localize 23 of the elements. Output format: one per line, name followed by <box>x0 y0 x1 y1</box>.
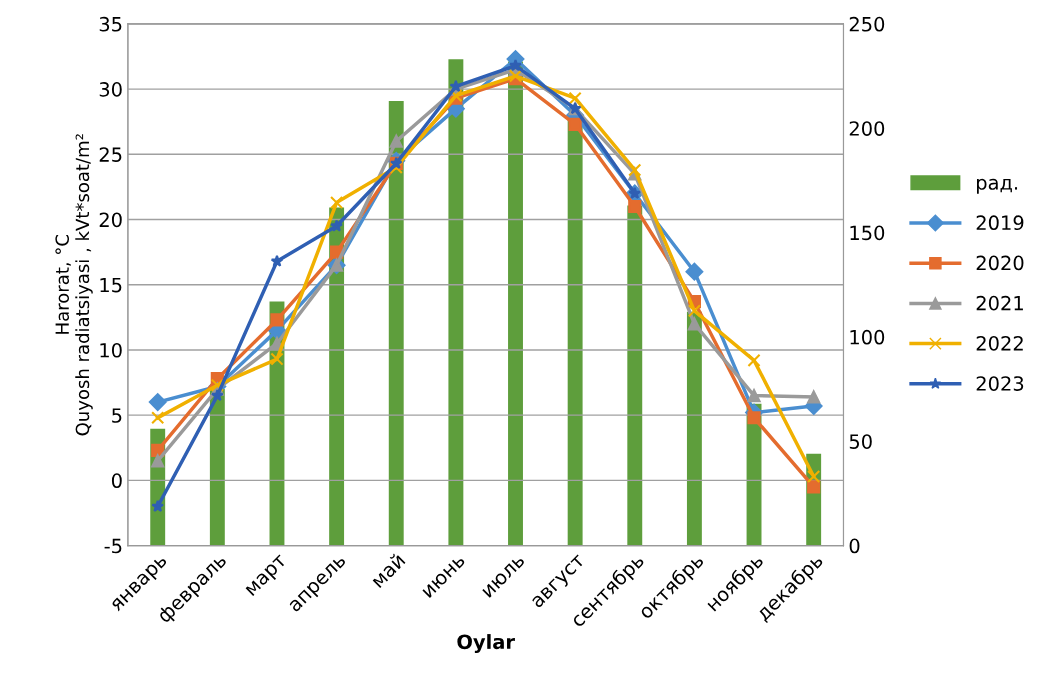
legend-label: 2023 <box>976 376 1024 391</box>
legend-label: 2022 <box>976 335 1023 351</box>
y-tick-label: 10 <box>100 342 122 358</box>
y-axis-title: Harorat, °C Quyosh radiatsiyasi , kVt*soat/m² <box>55 134 93 436</box>
y2-tick-label: 200 <box>849 121 885 136</box>
x-axis-title: Oylar <box>457 634 515 654</box>
y-tick-label: 30 <box>99 82 122 97</box>
y2-tick-label: 0 <box>849 538 860 554</box>
y2-tick-label: 150 <box>850 225 885 241</box>
y2-tick-label: 50 <box>849 434 872 449</box>
y-tick-label: 5 <box>112 408 122 423</box>
y2-tick-label: 100 <box>850 329 885 345</box>
y-tick-label: 25 <box>99 147 122 162</box>
legend-label: 2020 <box>976 255 1024 271</box>
legend-label: рад. <box>977 178 1018 194</box>
y-tick-label: 20 <box>99 212 122 228</box>
y2-tick-label: 250 <box>849 16 885 32</box>
y-tick-label: -5 <box>104 538 122 554</box>
legend-label: 2021 <box>976 295 1023 311</box>
y-tick-label: 35 <box>99 16 122 32</box>
legend-label: 2019 <box>976 215 1024 231</box>
y-tick-label: 15 <box>100 277 122 293</box>
y-tick-label: 0 <box>111 473 122 489</box>
